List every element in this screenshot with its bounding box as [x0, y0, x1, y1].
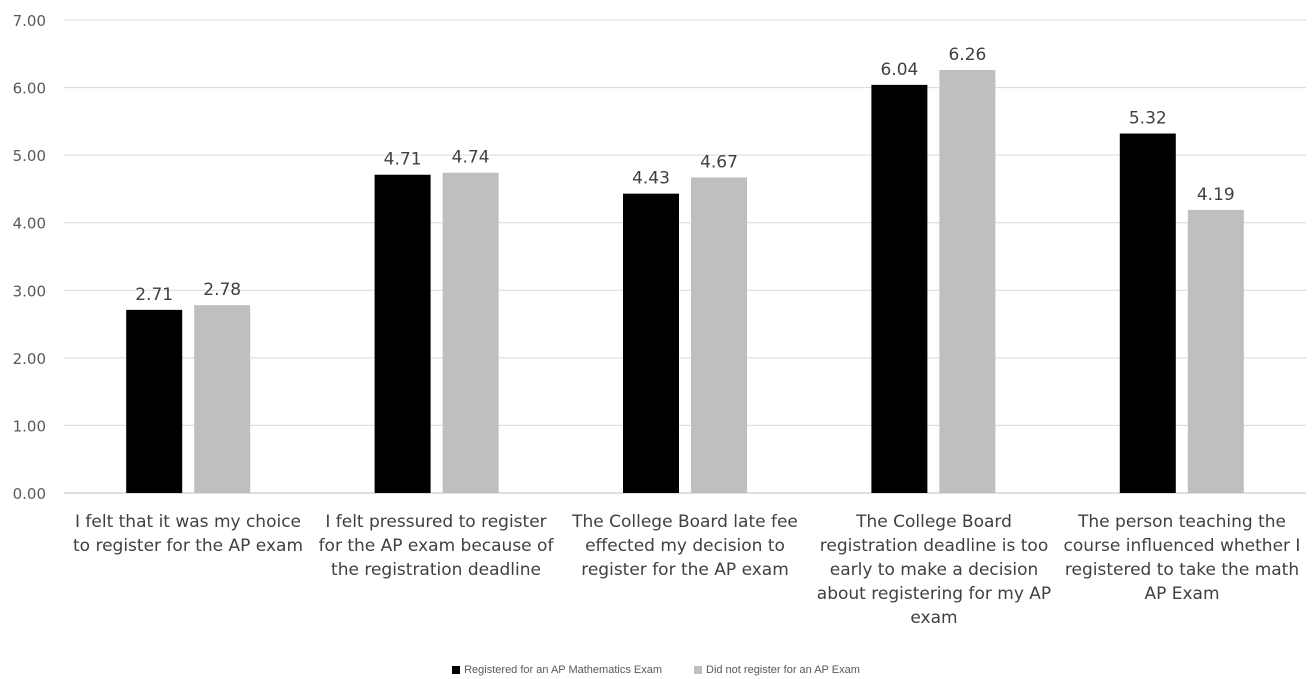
bar-not-registered-4 — [939, 70, 996, 493]
y-tick-label: 5.00 — [13, 147, 46, 165]
legend: Registered for an AP Mathematics Exam Di… — [0, 662, 1312, 678]
y-tick-label: 7.00 — [13, 12, 46, 30]
category-label-4: The College Board registration deadline … — [816, 512, 1052, 628]
data-label-not-registered-3: 4.67 — [700, 152, 738, 172]
data-label-not-registered-2: 4.74 — [452, 148, 490, 168]
data-label-not-registered-1: 2.78 — [203, 280, 241, 300]
data-labels: 2.71 2.78 4.71 4.74 4.43 4.67 6.04 6.26 5.32 4.19 — [135, 45, 1234, 305]
data-label-registered-5: 5.32 — [1129, 109, 1167, 129]
data-label-not-registered-5: 4.19 — [1197, 185, 1235, 205]
data-label-registered-2: 4.71 — [384, 150, 422, 170]
y-tick-label: 4.00 — [13, 215, 46, 233]
legend-swatch-not-registered — [694, 666, 702, 674]
gridlines — [64, 19, 1306, 494]
data-label-not-registered-4: 6.26 — [948, 45, 986, 65]
bar-registered-1 — [126, 309, 183, 493]
category-label-2: I felt pressured to register for the AP … — [318, 512, 554, 580]
data-label-registered-3: 4.43 — [632, 169, 670, 189]
y-tick-label: 0.00 — [13, 485, 46, 503]
bar-chart: 0.001.002.003.004.005.006.007.00 2.71 2.7… — [13, 12, 1306, 503]
bar-not-registered-1 — [194, 305, 251, 493]
legend-label-not-registered: Did not register for an AP Exam — [706, 664, 860, 676]
y-tick-label: 3.00 — [13, 282, 46, 300]
y-axis-tick-labels: 0.00 1.00 2.00 3.00 4.00 5.00 6.00 7.00 — [13, 12, 46, 503]
y-tick-label: 6.00 — [13, 80, 46, 98]
bar-registered-4 — [871, 84, 928, 494]
bar-not-registered-2 — [442, 172, 499, 493]
bar-registered-2 — [374, 174, 431, 493]
y-tick-label: 2.00 — [13, 350, 46, 368]
y-tick-label: 1.00 — [13, 417, 46, 435]
legend-item-registered: Registered for an AP Mathematics Exam — [452, 664, 662, 676]
legend-label-registered: Registered for an AP Mathematics Exam — [464, 664, 662, 676]
bar-not-registered-3 — [691, 177, 747, 494]
bars — [126, 70, 1244, 494]
category-label-5: The person teaching the course influence… — [1063, 512, 1301, 604]
data-label-registered-4: 6.04 — [880, 60, 918, 80]
bar-registered-5 — [1119, 133, 1176, 493]
data-label-registered-1: 2.71 — [135, 285, 173, 305]
bar-registered-3 — [623, 193, 679, 493]
legend-swatch-registered — [452, 666, 461, 674]
category-label-1: I felt that it was my choice to register… — [73, 512, 303, 556]
category-label-3: The College Board late fee effected my d… — [572, 512, 798, 580]
bar-not-registered-5 — [1187, 209, 1244, 493]
legend-item-not-registered: Did not register for an AP Exam — [694, 664, 860, 676]
